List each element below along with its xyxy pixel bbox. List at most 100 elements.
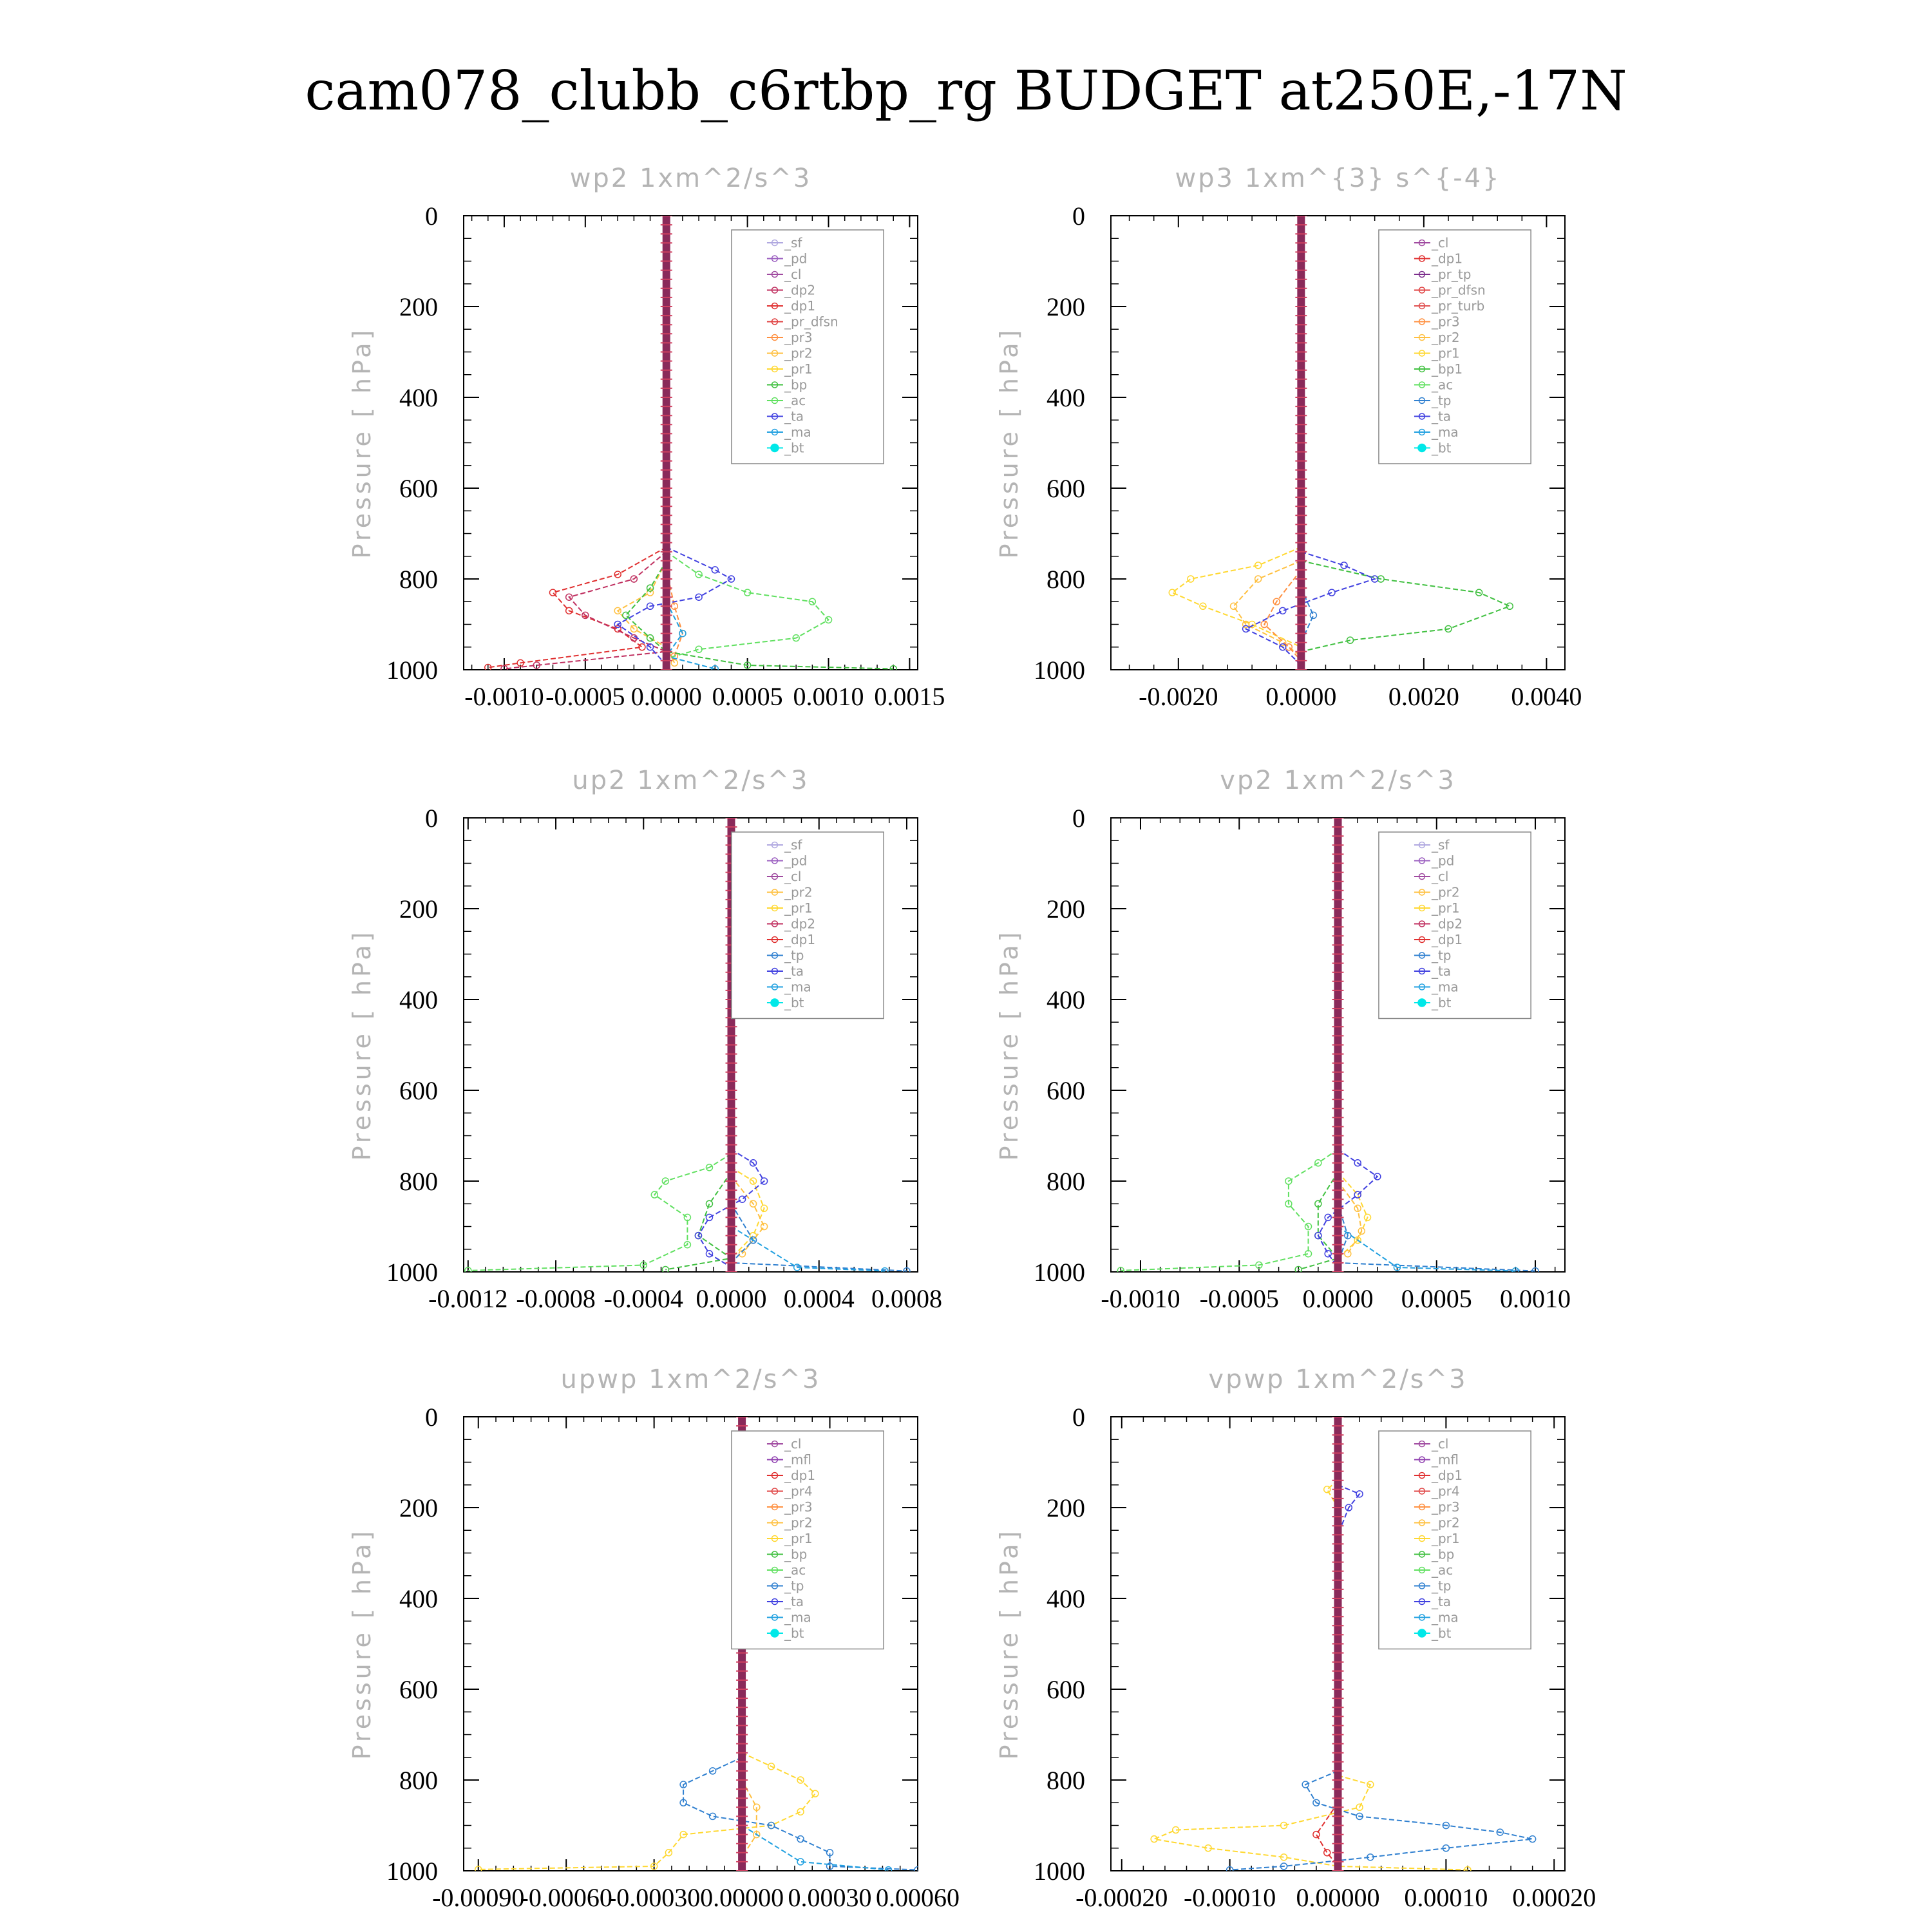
legend-marker [1418,952,1426,959]
y-axis-label: Pressure [ hPa] [995,1528,1023,1760]
legend-entry: _dp1 [1431,251,1463,267]
y-tick-label: 1000 [386,656,438,685]
series-point_pr1 [760,1204,768,1213]
y-tick-label: 200 [399,1493,438,1522]
y-tick-label: 800 [399,1167,438,1196]
legend-entry: _cl [1431,235,1449,251]
series-point_ma [1393,1264,1401,1271]
legend-entry: _sf [1431,837,1450,853]
series-line_bp1 [1301,560,1511,652]
series-line_tp [1337,1204,1536,1272]
x-tick-label: 0.00000 [1296,1883,1380,1912]
x-tick-label: -0.0008 [516,1284,595,1313]
series-point_dp1 [705,1164,714,1171]
legend-marker [771,1551,779,1558]
x-tick-label: 0.0000 [696,1284,767,1313]
legend-marker [771,1519,779,1526]
y-tick-label: 600 [399,1076,438,1105]
y-tick-label: 400 [399,1584,438,1613]
series-point_dp1 [1304,1222,1312,1231]
legend-entry: _ma [1431,980,1459,995]
y-tick-label: 0 [1072,1403,1085,1432]
legend-box [1378,1430,1531,1650]
legend-entry: _pr2 [784,885,813,900]
legend-entry: _dp2 [784,916,815,932]
series-line_ma [741,1824,889,1871]
series-point_tp [1302,1781,1309,1788]
legend-marker [771,1535,779,1542]
series-point_bp1 [1346,636,1354,644]
series-point_pr1 [1199,602,1207,611]
series-point_pr2 [1254,575,1262,583]
legend-entry: _ta [784,963,804,979]
series-point_pr1 [749,1177,757,1185]
series-line_dp2 [1298,1171,1340,1271]
series-point_taU [1356,1490,1363,1498]
y-axis-label: Pressure [ hPa] [348,929,376,1161]
legend-marker [1418,413,1426,420]
legend-entry: _pr3 [1431,314,1460,330]
series-point_pr2 [646,589,654,596]
legend-entry: _dp2 [784,283,815,298]
legend-entry: _ac [1431,377,1453,393]
series-point_dp1 [638,643,646,651]
series-line_pr1 [1171,546,1302,648]
legend-entry: _bp1 [1431,361,1463,377]
series-point_pr3 [1260,620,1268,629]
y-tick-label: 0 [425,804,438,833]
series-point_bp [646,634,654,642]
legend-marker [771,350,779,357]
legend-marker [771,381,779,388]
legend: _cl_mfl_dp1_pr4_pr3_pr2_pr1_bp_ac_tp_ta_… [1378,1430,1531,1650]
series-point_ma [881,1267,889,1272]
y-tick-label: 800 [1046,565,1085,594]
series-point_ta [1279,607,1287,615]
series-point_dp1 [464,1267,472,1272]
series-point_dp2 [1294,1265,1302,1272]
x-tick-label: -0.00010 [1184,1883,1276,1912]
legend-marker [1418,1503,1426,1511]
series-point_dp1 [1323,1849,1331,1857]
legend-entry: _dp2 [1431,916,1463,932]
legend-entry: _pr2 [1431,330,1460,345]
series-point_dp1 [1312,1830,1320,1839]
legend-marker [771,302,779,310]
legend-entry: _pd [784,853,807,869]
series-point_pr1 [1280,1821,1288,1830]
legend-entry: _pr2 [1431,885,1460,900]
series-point_pr1 [679,1830,687,1839]
series-point_bp [743,661,752,669]
x-tick-label: -0.00020 [1075,1883,1168,1912]
legend-entry: _ta [1431,963,1451,979]
y-axis-label: Pressure [ hPa] [348,1528,376,1760]
plot-area [1117,818,1539,1272]
y-tick-label: 600 [1046,1675,1085,1704]
series-point_ta [1242,625,1250,633]
legend-marker [1418,1551,1426,1558]
series-point_tp [1226,1866,1234,1871]
legend-marker [1418,1440,1426,1448]
series-point_tp [903,1267,911,1272]
y-tick-label: 1000 [1034,1857,1085,1886]
legend-marker [771,1566,779,1574]
legend-marker [771,1598,779,1605]
legend: _cl_mfl_dp1_pr4_pr3_pr2_pr1_bp_ac_tp_ta_… [731,1430,884,1650]
legend-entry: _bp [784,377,807,393]
legend-marker [1418,967,1426,975]
panel-title: upwp 1xm^2/s^3 [561,1365,821,1394]
series-point_ta [646,602,654,611]
series-point_ta [1279,643,1287,651]
y-axis-label: Pressure [ hPa] [348,327,376,559]
legend-marker [771,270,779,278]
x-tick-label: -0.0012 [428,1284,507,1313]
legend-entry: _pr_turb [1431,298,1484,314]
panel-2: wp3 1xm^{3} s^{-4} Pressure [ hPa] -0.0020… [995,164,1582,711]
legend: _sf_pd_cl_pr2_pr1_dp2_dp1_tp_ta_ma_bt [1378,831,1531,1019]
series-point_ta [695,593,703,601]
legend-entry: _dp1 [784,298,815,314]
series-point_ma [679,629,687,638]
y-tick-label: 0 [425,1403,438,1432]
series-point_bp [889,665,897,670]
legend-marker [1418,1456,1426,1463]
x-tick-label: -0.00030 [608,1883,700,1912]
